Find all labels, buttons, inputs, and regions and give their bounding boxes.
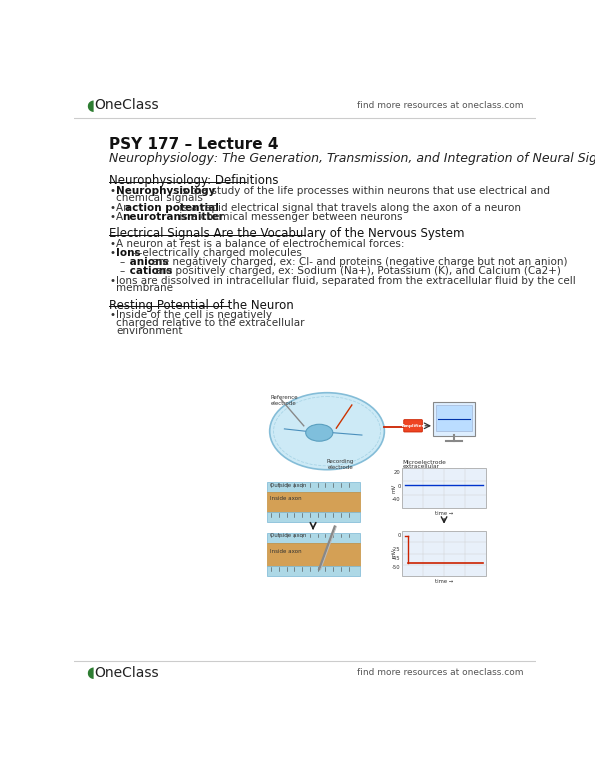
- Text: Outside axon: Outside axon: [270, 483, 306, 487]
- FancyBboxPatch shape: [404, 420, 422, 432]
- Text: An: An: [116, 203, 133, 213]
- Text: Inside axon: Inside axon: [270, 497, 301, 501]
- Bar: [402, 468, 486, 508]
- Text: are positively charged, ex: Sodium (Na+), Potassium (K), and Calcium (Ca2+): are positively charged, ex: Sodium (Na+)…: [152, 266, 560, 276]
- Text: •: •: [109, 239, 115, 249]
- Text: anions: anions: [126, 257, 168, 267]
- Text: mV: mV: [392, 549, 397, 558]
- Text: extracellular: extracellular: [402, 464, 439, 469]
- Text: –: –: [120, 266, 124, 276]
- Bar: [436, 405, 472, 431]
- Bar: [267, 512, 359, 522]
- Bar: [267, 533, 359, 543]
- Bar: [402, 531, 486, 576]
- Text: environment: environment: [116, 326, 183, 336]
- Text: –: –: [120, 257, 124, 267]
- Text: -45: -45: [392, 557, 400, 561]
- Text: find more resources at oneclass.com: find more resources at oneclass.com: [358, 101, 524, 110]
- Text: Neurophysiology: The Generation, Transmission, and Integration of Neural Signals: Neurophysiology: The Generation, Transmi…: [109, 152, 595, 166]
- Text: find more resources at oneclass.com: find more resources at oneclass.com: [358, 668, 524, 678]
- Text: is a rapid electrical signal that travels along the axon of a neuron: is a rapid electrical signal that travel…: [176, 203, 521, 213]
- Text: -50: -50: [392, 565, 400, 571]
- Text: A neuron at rest is a balance of electrochemical forces:: A neuron at rest is a balance of electro…: [116, 239, 405, 249]
- Text: Inside of the cell is negatively: Inside of the cell is negatively: [116, 310, 273, 320]
- Text: Neurophysiology: Definitions: Neurophysiology: Definitions: [109, 174, 278, 187]
- Text: PSY 177 – Lecture 4: PSY 177 – Lecture 4: [109, 137, 278, 152]
- Text: Reference
electrode: Reference electrode: [271, 395, 298, 406]
- Text: -25: -25: [392, 547, 400, 551]
- Text: Ions: Ions: [116, 248, 141, 258]
- Text: ◖: ◖: [86, 665, 94, 681]
- Text: chemical signals: chemical signals: [116, 193, 203, 203]
- Text: action potential: action potential: [125, 203, 218, 213]
- Text: Electrical Signals Are the Vocabulary of the Nervous System: Electrical Signals Are the Vocabulary of…: [109, 227, 465, 240]
- Bar: [267, 543, 359, 566]
- Text: is a chemical messenger between neurons: is a chemical messenger between neurons: [176, 212, 402, 222]
- Text: time →: time →: [435, 511, 453, 516]
- Text: ◖: ◖: [86, 98, 94, 113]
- Text: charged relative to the extracellular: charged relative to the extracellular: [116, 318, 305, 328]
- Text: membrane: membrane: [116, 283, 173, 293]
- Text: 20: 20: [394, 470, 400, 475]
- Text: OneClass: OneClass: [95, 666, 159, 680]
- Text: —electrically charged molecules: —electrically charged molecules: [133, 248, 302, 258]
- FancyBboxPatch shape: [433, 402, 475, 436]
- Text: cations: cations: [126, 266, 172, 276]
- Text: Outside axon: Outside axon: [270, 534, 306, 538]
- Bar: [267, 492, 359, 512]
- Ellipse shape: [306, 424, 333, 441]
- Text: are negatively charged, ex: Cl- and proteins (negative charge but not an anion): are negatively charged, ex: Cl- and prot…: [149, 257, 567, 267]
- Text: •: •: [109, 203, 115, 213]
- Text: •: •: [109, 276, 115, 286]
- Text: Ions are dissolved in intracellular fluid, separated from the extracellular flui: Ions are dissolved in intracellular flui…: [116, 276, 576, 286]
- Ellipse shape: [270, 393, 384, 470]
- Text: Microelectrode: Microelectrode: [402, 460, 446, 464]
- Text: Amplifier: Amplifier: [402, 424, 424, 428]
- Bar: [267, 566, 359, 576]
- Text: OneClass: OneClass: [95, 99, 159, 112]
- Text: •: •: [109, 186, 115, 196]
- Bar: [267, 482, 359, 492]
- Text: Resting Potential of the Neuron: Resting Potential of the Neuron: [109, 299, 294, 312]
- Text: time →: time →: [435, 579, 453, 584]
- Text: -40: -40: [392, 497, 400, 502]
- Text: neurotransmitter: neurotransmitter: [123, 212, 224, 222]
- Text: •: •: [109, 310, 115, 320]
- Text: A: A: [116, 212, 127, 222]
- Text: 0: 0: [397, 484, 400, 489]
- Text: is the study of the life processes within neurons that use electrical and: is the study of the life processes withi…: [176, 186, 550, 196]
- Text: mV: mV: [392, 484, 397, 493]
- Text: 0: 0: [397, 534, 400, 538]
- Text: Inside axon: Inside axon: [270, 549, 301, 554]
- Text: Neurophysiology: Neurophysiology: [116, 186, 215, 196]
- Text: •: •: [109, 248, 115, 258]
- Text: •: •: [109, 212, 115, 222]
- Text: Recording
electrode: Recording electrode: [327, 459, 354, 470]
